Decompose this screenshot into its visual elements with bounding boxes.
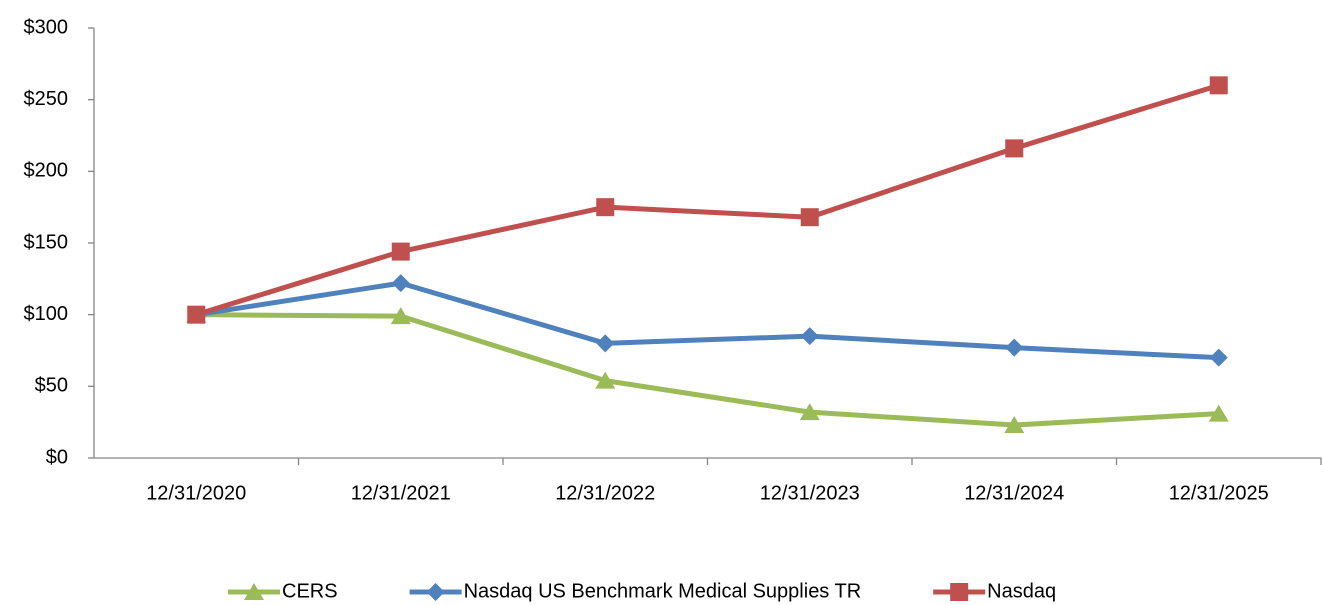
x-tick-label: 12/31/2022 <box>555 482 655 504</box>
marker <box>1004 416 1025 434</box>
marker <box>426 583 445 601</box>
y-tick-label: $50 <box>35 375 68 397</box>
legend: CERS Nasdaq US Benchmark Medical Supplies… <box>228 580 1056 602</box>
x-tick-label: 12/31/2025 <box>1169 482 1269 504</box>
marker <box>595 371 616 389</box>
marker <box>800 208 819 227</box>
marker <box>187 305 206 324</box>
marker <box>390 307 411 325</box>
y-tick-label: $250 <box>24 88 69 110</box>
marker <box>596 334 615 353</box>
x-tick-label: 12/31/2020 <box>146 482 246 504</box>
marker <box>391 242 410 261</box>
series-line <box>195 82 1220 318</box>
series-line <box>196 312 1219 428</box>
series-line <box>195 280 1219 361</box>
marker <box>596 198 615 217</box>
marker <box>1209 76 1228 95</box>
x-tick-label: 12/31/2021 <box>351 482 451 504</box>
y-tick-label: $150 <box>24 231 69 253</box>
y-tick-label: $100 <box>24 303 69 325</box>
x-tick-label: 12/31/2023 <box>760 482 860 504</box>
marker <box>1005 338 1024 357</box>
marker <box>1005 139 1024 158</box>
legend-label: Nasdaq US Benchmark Medical Supplies TR <box>464 580 862 602</box>
marker <box>244 583 264 600</box>
marker <box>1208 404 1229 422</box>
marker <box>799 403 820 421</box>
legend-label: CERS <box>282 580 338 602</box>
x-tick-label: 12/31/2024 <box>964 482 1064 504</box>
marker <box>391 274 410 293</box>
legend-label: Nasdaq <box>987 580 1056 602</box>
marker <box>950 583 969 601</box>
y-tick-label: $300 <box>24 16 69 38</box>
marker <box>800 327 819 346</box>
y-tick-label: $0 <box>46 446 68 468</box>
y-tick-label: $200 <box>24 160 69 182</box>
marker <box>1209 348 1228 367</box>
